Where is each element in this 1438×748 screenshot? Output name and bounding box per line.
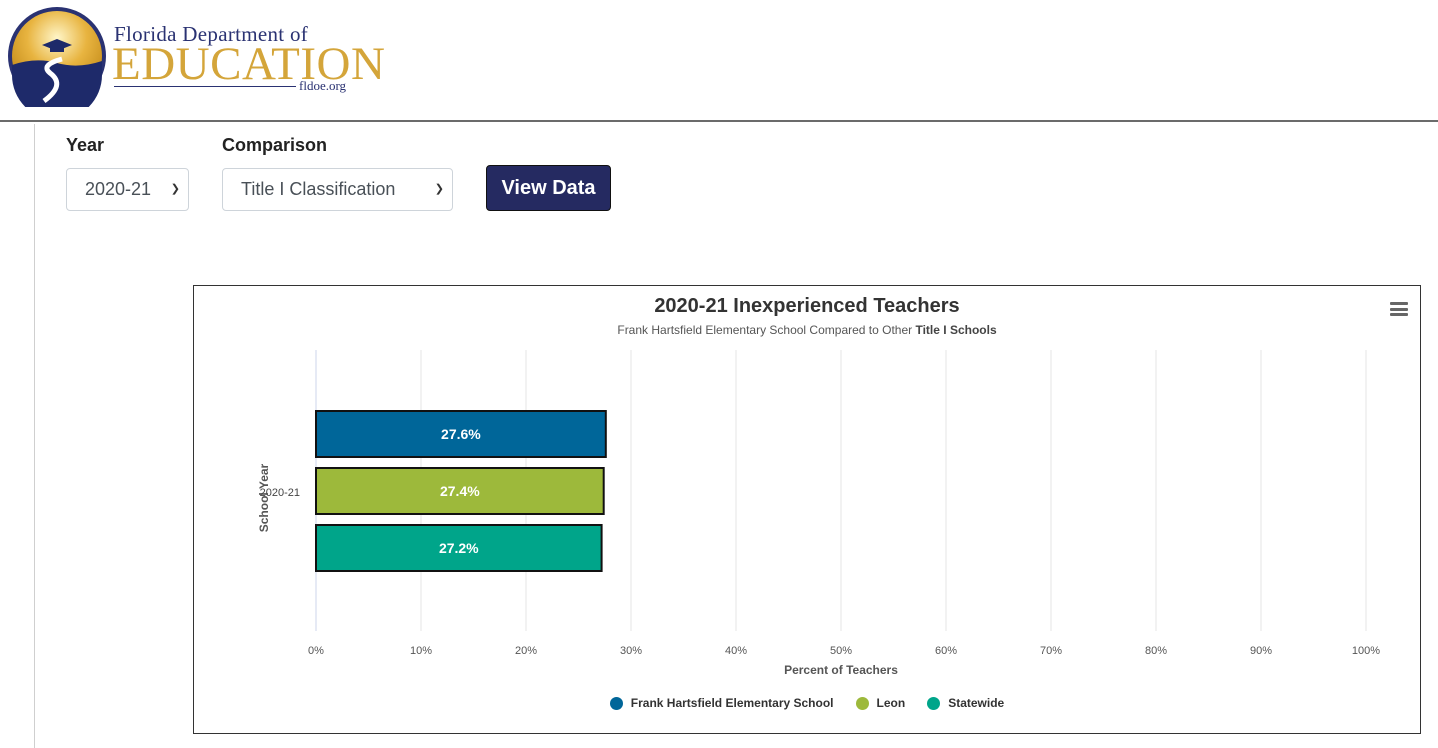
- legend-item[interactable]: Frank Hartsfield Elementary School: [609, 696, 834, 710]
- bar: [315, 410, 607, 458]
- legend-item[interactable]: Leon: [855, 696, 906, 710]
- bar-chart: 0% 10% 20% 30% 40% 50% 60% 70% 80% 90% 100% Percent…: [260, 350, 1380, 677]
- view-data-button[interactable]: View Data: [486, 165, 611, 211]
- y-category-label: 2020-21: [260, 487, 300, 499]
- year-select[interactable]: 2020-21 ❯: [66, 168, 189, 211]
- comparison-label: Comparison: [222, 135, 328, 155]
- comparison-select[interactable]: Title I Classification ❯: [222, 168, 453, 211]
- x-tick-label: 80%: [1145, 645, 1167, 657]
- legend-marker: [855, 696, 869, 710]
- chart-title: 2020-21 Inexperienced Teachers: [654, 295, 960, 317]
- year-select-value: 2020-21: [85, 179, 152, 199]
- org-name-line2: EDUCATION: [112, 38, 386, 90]
- x-tick-label: 50%: [830, 645, 852, 657]
- legend-label: Frank Hartsfield Elementary School: [630, 696, 834, 710]
- x-tick-label: 20%: [515, 645, 537, 657]
- site-header: Florida Department of EDUCATION fldoe.or…: [0, 0, 1438, 122]
- legend-marker: [927, 696, 941, 710]
- logo-divider: [114, 86, 296, 87]
- bar-data-label: 27.2%: [439, 540, 479, 556]
- comparison-select-value: Title I Classification: [241, 179, 396, 199]
- legend-marker: [609, 696, 623, 710]
- year-label: Year: [66, 135, 105, 155]
- chart-container: 2020-21 Inexperienced Teachers Frank Har…: [193, 285, 1421, 734]
- chart-subtitle: Frank Hartsfield Elementary School Compa…: [194, 323, 1420, 337]
- x-tick-label: 60%: [935, 645, 957, 657]
- x-tick-label: 0%: [308, 645, 324, 657]
- x-tick-label: 90%: [1250, 645, 1272, 657]
- x-tick-label: 70%: [1040, 645, 1062, 657]
- chart-subtitle-bold: Title I Schools: [915, 323, 997, 337]
- hamburger-menu-icon[interactable]: [1390, 302, 1408, 316]
- x-tick-label: 40%: [725, 645, 747, 657]
- bar: [315, 524, 603, 572]
- x-tick-label: 100%: [1352, 645, 1380, 657]
- legend-item[interactable]: Statewide: [927, 696, 1004, 710]
- x-axis-title: Percent of Teachers: [784, 663, 898, 677]
- chart-subtitle-text: Frank Hartsfield Elementary School Compa…: [617, 323, 916, 337]
- bar-data-label: 27.6%: [441, 426, 481, 442]
- chevron-down-icon: ❯: [170, 183, 180, 195]
- org-name-line1: Florida Department of: [114, 22, 309, 46]
- fldoe-seal-logo[interactable]: [6, 5, 108, 107]
- chart-legend: Frank Hartsfield Elementary School Leon St…: [194, 696, 1420, 710]
- bar: [315, 467, 605, 515]
- left-divider: [34, 124, 35, 748]
- org-url[interactable]: fldoe.org: [299, 78, 347, 93]
- legend-label: Statewide: [948, 696, 1005, 710]
- chevron-down-icon: ❯: [434, 183, 444, 195]
- x-tick-label: 10%: [410, 645, 432, 657]
- bar-data-label: 27.4%: [440, 483, 480, 499]
- x-tick-label: 30%: [620, 645, 642, 657]
- legend-label: Leon: [876, 696, 906, 710]
